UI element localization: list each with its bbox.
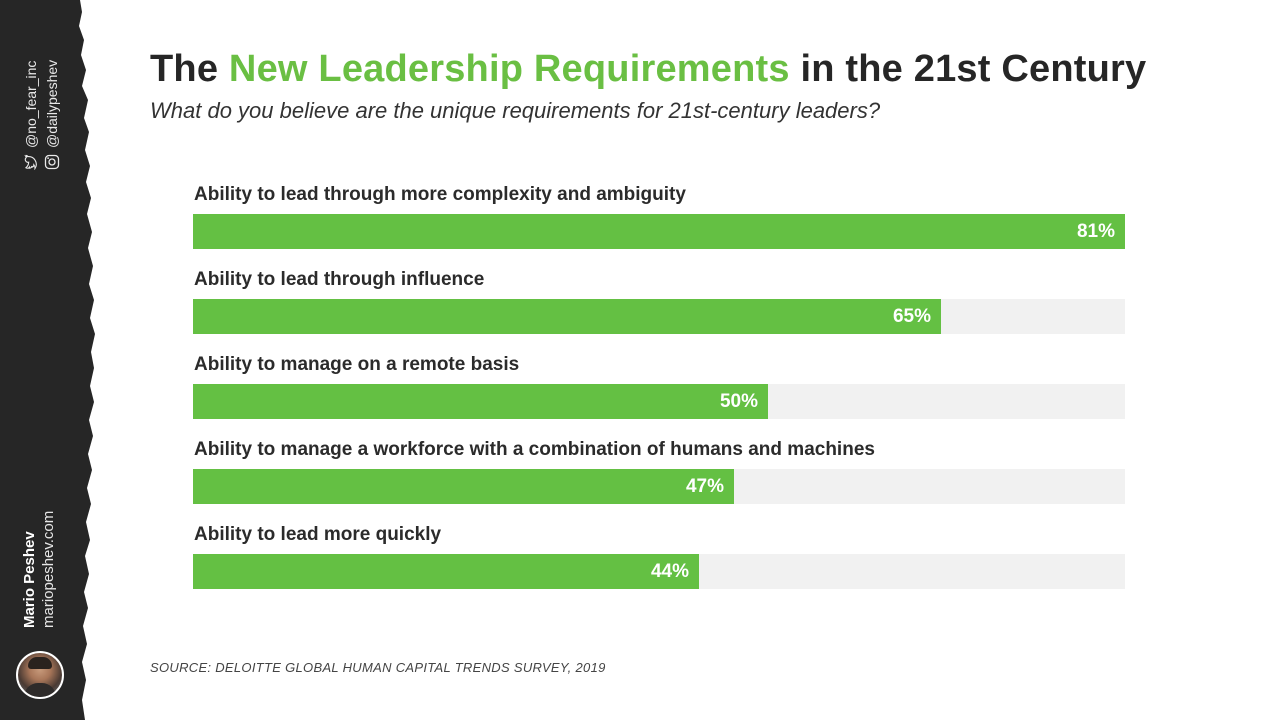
bar-track: 81% — [193, 214, 1125, 249]
bar-track: 65% — [193, 299, 1125, 334]
page-title: The New Leadership Requirements in the 2… — [150, 48, 1146, 91]
bar: 47% — [193, 469, 734, 504]
source-note: SOURCE: DELOITTE GLOBAL HUMAN CAPITAL TR… — [150, 660, 606, 675]
bar: 44% — [193, 554, 699, 589]
title-highlight: New Leadership Requirements — [228, 48, 790, 90]
social-handles: @no_fear_inc @dailypeshev — [22, 30, 62, 180]
bar-track: 50% — [193, 384, 1125, 419]
category-label: Ability to lead through influence — [194, 269, 485, 290]
category-label: Ability to lead more quickly — [194, 524, 442, 545]
bar-track: 47% — [193, 469, 1125, 504]
chart-row: Ability to lead more quickly 44% — [193, 520, 1125, 600]
author-name: Mario Peshev — [21, 531, 38, 628]
data-label: 44% — [650, 561, 689, 582]
title-suffix: in the 21st Century — [789, 48, 1147, 90]
chart-row: Ability to lead through influence 65% — [193, 265, 1125, 345]
author-website[interactable]: mariopeshev.com — [40, 510, 57, 628]
author-info: Mario Peshev mariopeshev.com — [20, 488, 64, 630]
title-prefix: The — [150, 48, 229, 90]
category-label: Ability to manage a workforce with a com… — [194, 439, 875, 460]
chart-row: Ability to manage a workforce with a com… — [193, 435, 1125, 515]
twitter-icon — [23, 154, 39, 170]
bar: 81% — [193, 214, 1125, 249]
bar: 65% — [193, 299, 941, 334]
bar-chart: Ability to lead through more complexity … — [193, 180, 1125, 600]
instagram-handle-text: @dailypeshev — [44, 59, 60, 148]
chart-row: Ability to lead through more complexity … — [193, 180, 1125, 260]
data-label: 50% — [719, 391, 758, 412]
twitter-handle[interactable]: @no_fear_inc — [22, 20, 40, 170]
category-label: Ability to lead through more complexity … — [194, 184, 686, 205]
torn-edge-background — [0, 0, 95, 720]
bar-track: 44% — [193, 554, 1125, 589]
avatar — [16, 651, 64, 699]
page-subtitle: What do you believe are the unique requi… — [150, 98, 881, 123]
sidebar: @no_fear_inc @dailypeshev Mario Peshev m… — [0, 0, 96, 720]
instagram-handle[interactable]: @dailypeshev — [43, 20, 61, 170]
data-label: 65% — [892, 306, 931, 327]
data-label: 81% — [1076, 221, 1115, 242]
bar: 50% — [193, 384, 768, 419]
category-label: Ability to manage on a remote basis — [194, 354, 520, 375]
instagram-icon — [44, 154, 60, 170]
chart-row: Ability to manage on a remote basis 50% — [193, 350, 1125, 430]
data-label: 47% — [685, 476, 724, 497]
twitter-handle-text: @no_fear_inc — [23, 60, 39, 148]
